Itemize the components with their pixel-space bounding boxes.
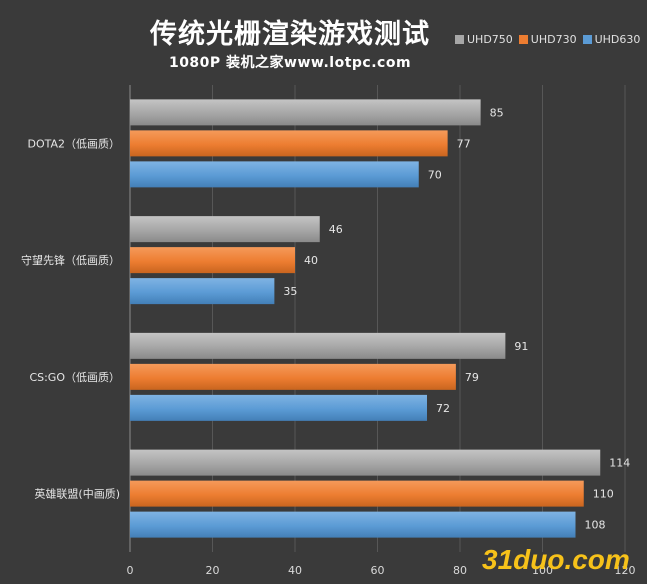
bar-uhd750 — [130, 99, 481, 126]
bar-uhd750 — [130, 449, 601, 476]
bar-uhd630 — [130, 394, 427, 421]
data-label: 91 — [514, 340, 528, 353]
x-tick-label: 20 — [206, 564, 220, 577]
chart-subtitle: 1080P 装机之家www.lotpc.com — [168, 55, 412, 71]
legend-swatch-uhd630 — [582, 35, 592, 44]
legend-item-uhd730: UHD730 — [518, 33, 577, 46]
data-label: 85 — [490, 106, 504, 119]
legend-label-uhd630: UHD630 — [594, 33, 641, 46]
bar-uhd750 — [130, 216, 320, 243]
x-tick-label: 120 — [615, 564, 636, 577]
category-label: 守望先锋（低画质） — [21, 253, 120, 267]
category-label: CS:GO（低画质） — [29, 371, 120, 384]
legend-item-uhd750: UHD750 — [455, 33, 513, 46]
x-tick-label: 60 — [371, 564, 385, 577]
x-tick-label: 100 — [532, 564, 553, 577]
data-label: 110 — [593, 488, 614, 501]
category-label: 英雄联盟(中画质) — [34, 487, 120, 501]
data-label: 114 — [609, 457, 630, 470]
data-label: 77 — [457, 137, 471, 150]
bar-uhd730 — [130, 363, 456, 390]
data-label: 79 — [465, 371, 479, 384]
bar-uhd730 — [130, 130, 448, 157]
category-label: DOTA2（低画质） — [27, 137, 120, 150]
data-label: 35 — [283, 285, 297, 298]
x-tick-label: 80 — [453, 564, 467, 577]
data-label: 72 — [436, 402, 450, 415]
chart-title: 传统光栅渲染游戏测试 — [150, 19, 430, 50]
data-label: 46 — [329, 223, 343, 236]
legend-label-uhd750: UHD750 — [467, 33, 513, 46]
legend-item-uhd630: UHD630 — [582, 33, 641, 46]
data-label: 40 — [304, 254, 318, 267]
bar-uhd750 — [130, 332, 506, 359]
bar-uhd630 — [130, 278, 275, 305]
bar-uhd630 — [130, 511, 576, 538]
data-label: 108 — [585, 519, 606, 532]
bar-uhd730 — [130, 247, 295, 274]
data-label: 70 — [428, 168, 442, 181]
bar-uhd630 — [130, 161, 419, 188]
legend-swatch-uhd730 — [518, 35, 528, 44]
legend-label-uhd730: UHD730 — [530, 33, 577, 46]
legend: UHD750 UHD730 UHD630 — [455, 33, 640, 46]
bar-uhd730 — [130, 480, 584, 507]
x-tick-label: 0 — [127, 564, 134, 577]
watermark: 31duo.com — [482, 544, 630, 575]
x-tick-label: 40 — [288, 564, 302, 577]
legend-swatch-uhd750 — [455, 35, 464, 44]
